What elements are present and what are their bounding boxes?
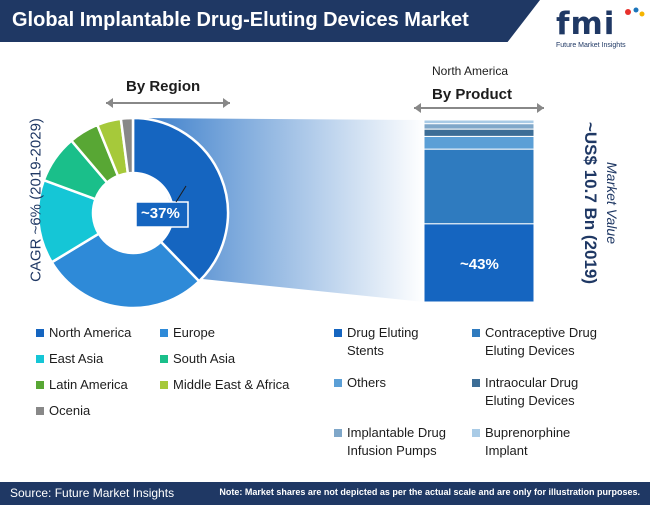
note-text: Note: Market shares are not depicted as … [219, 487, 640, 497]
legend-label: Contraceptive Drug Eluting Devices [485, 325, 597, 358]
pie-data-label: ~37% [141, 205, 180, 222]
cagr-text: CAGR ~6% (2019-2029) [27, 118, 45, 282]
legend-swatch [472, 329, 480, 337]
pie-slice-north-america [131, 116, 230, 284]
legend-label: Buprenorphine Implant [485, 425, 571, 458]
bar-data-label: ~43% [460, 256, 499, 273]
pie-slice-ocenia [119, 116, 135, 175]
legend-swatch [334, 329, 342, 337]
product-bracket [414, 103, 544, 113]
bar-segment-intraocular-drug-eluting-devices [423, 128, 535, 137]
legend-label: Middle East & Africa [173, 377, 290, 392]
market-value: ~US$ 10.7 Bn (2019) [581, 121, 600, 284]
legend-swatch [160, 355, 168, 363]
legend-item-ocenia: Ocenia [36, 402, 90, 420]
legend-swatch [36, 355, 44, 363]
legend-label: North America [49, 325, 132, 340]
legend-item-south-asia: South Asia [160, 350, 235, 368]
legend-item-buprenorphine: Buprenorphine Implant [472, 424, 600, 460]
legend-swatch [160, 381, 168, 389]
legend-item-others: Others [334, 374, 386, 392]
page-title: Global Implantable Drug-Eluting Devices … [12, 9, 469, 31]
legend-label: Others [347, 375, 387, 390]
market-value-block: Market Value ~US$ 10.7 Bn (2019) [572, 95, 632, 310]
legend-label: East Asia [49, 351, 104, 366]
legend-label: Ocenia [49, 403, 91, 418]
legend-swatch [472, 429, 480, 437]
legend-label: Drug Eluting Stents [347, 325, 419, 358]
logo-text: fmi [556, 6, 616, 42]
legend-label: South Asia [173, 351, 236, 366]
legend-item-middle-east-africa: Middle East & Africa [160, 376, 289, 394]
pie-slice-europe [50, 232, 201, 310]
legend-swatch [334, 379, 342, 387]
legend-item-drug-eluting-stents: Drug Eluting Stents [334, 324, 442, 360]
north-america-label: North America [432, 64, 509, 78]
cagr-label: CAGR ~6% (2019-2029) [20, 100, 52, 300]
bar-segment-drug-eluting-stents [423, 223, 535, 303]
legend-label: Europe [173, 325, 215, 340]
source-text: Source: Future Market Insights [10, 486, 175, 500]
bar-segment-implantable-drug-infusion-pumps [423, 123, 535, 130]
legend-item-latin-america: Latin America [36, 376, 128, 394]
bar-segment-others [423, 135, 535, 150]
legend-swatch [472, 379, 480, 387]
legend-item-north-america: North America [36, 324, 131, 342]
legend-swatch [36, 407, 44, 415]
bar-segment-buprenorphine-implant [423, 119, 535, 125]
logo-subtitle: Future Market Insights [556, 42, 626, 49]
legend-swatch [334, 429, 342, 437]
by-product-label: By Product [432, 86, 513, 103]
legend-label: Implantable Drug Infusion Pumps [347, 425, 446, 458]
region-bracket [106, 98, 230, 108]
legend-label: Intraocular Drug Eluting Devices [485, 375, 579, 408]
by-region-label: By Region [126, 78, 201, 95]
title-banner [0, 0, 540, 42]
fmi-logo [625, 7, 645, 17]
market-value-label: Market Value [604, 161, 620, 244]
legend-item-infusion-pumps: Implantable Drug Infusion Pumps [334, 424, 462, 460]
legend-swatch [36, 329, 44, 337]
legend-item-east-asia: East Asia [36, 350, 103, 368]
legend-swatch [160, 329, 168, 337]
legend-item-europe: Europe [160, 324, 215, 342]
pie-data-label-box [135, 201, 189, 228]
legend-item-intraocular: Intraocular Drug Eluting Devices [472, 374, 615, 410]
footer-bar: Source: Future Market Insights Note: Mar… [0, 482, 650, 505]
legend-label: Latin America [49, 377, 128, 392]
legend-item-contraceptive: Contraceptive Drug Eluting Devices [472, 324, 625, 360]
bar-segment-contraceptive-drug-eluting-devices [423, 148, 535, 225]
legend-swatch [36, 381, 44, 389]
pie-callout-line [175, 185, 187, 203]
